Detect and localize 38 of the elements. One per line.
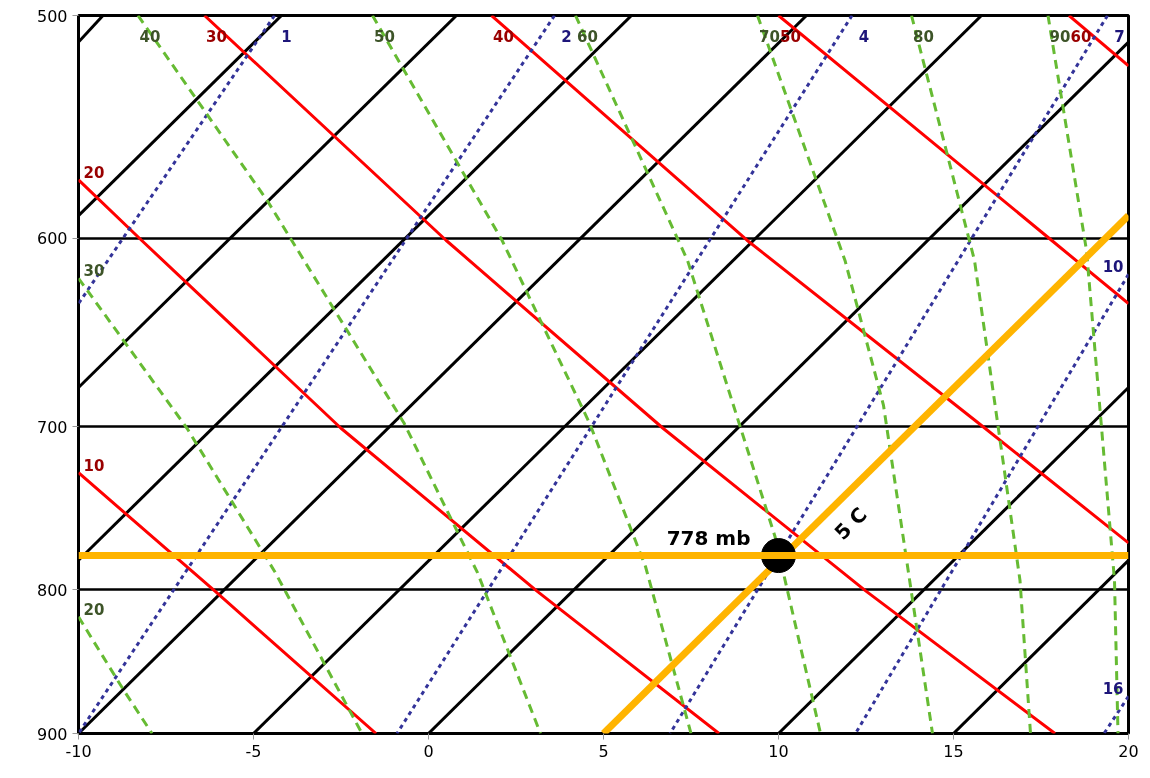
line-series bbox=[78, 276, 364, 734]
annotation: 5 C bbox=[829, 502, 872, 545]
x-tick-label: -10 bbox=[65, 741, 92, 761]
series-label: 10 bbox=[1102, 258, 1124, 277]
x-tick-label: 20 bbox=[1118, 741, 1139, 761]
y-tick-label: 600 bbox=[36, 229, 68, 249]
x-tick-label: 10 bbox=[768, 741, 789, 761]
series-label: 1 bbox=[281, 27, 292, 46]
series-label: 50 bbox=[374, 27, 395, 46]
x-tick-label: -5 bbox=[245, 741, 262, 761]
line-series bbox=[490, 15, 1129, 545]
series-label: 40 bbox=[493, 27, 514, 46]
series-label: 30 bbox=[83, 262, 105, 281]
x-tick-label: 0 bbox=[423, 741, 434, 761]
series-label: 7 bbox=[1114, 27, 1125, 46]
ref-line-label: 778 mb bbox=[666, 525, 751, 550]
line-series bbox=[136, 15, 542, 734]
line-series bbox=[756, 15, 934, 734]
x-tick-label: 5 bbox=[598, 741, 609, 761]
series-label: 30 bbox=[206, 27, 227, 46]
series-label: 4 bbox=[858, 27, 870, 46]
series-label: 80 bbox=[913, 27, 934, 46]
y-tick-label: 900 bbox=[36, 724, 68, 744]
series-label: 20 bbox=[83, 600, 105, 619]
y-tick-label: 500 bbox=[36, 6, 68, 26]
series-label: 40 bbox=[139, 27, 161, 46]
series-label: 90 bbox=[1049, 27, 1071, 46]
series-label: 60 bbox=[1070, 27, 1092, 46]
line-series bbox=[574, 15, 822, 734]
series-label: 10 bbox=[83, 456, 105, 475]
line-series bbox=[910, 15, 1032, 734]
series-label: 2 bbox=[561, 27, 572, 46]
series-label: 70 bbox=[759, 27, 780, 46]
series-label: 20 bbox=[83, 163, 105, 182]
x-tick-label: 15 bbox=[943, 741, 964, 761]
y-tick-label: 700 bbox=[36, 417, 68, 437]
series-label: 60 bbox=[577, 27, 598, 46]
y-tick-label: 800 bbox=[36, 580, 68, 600]
